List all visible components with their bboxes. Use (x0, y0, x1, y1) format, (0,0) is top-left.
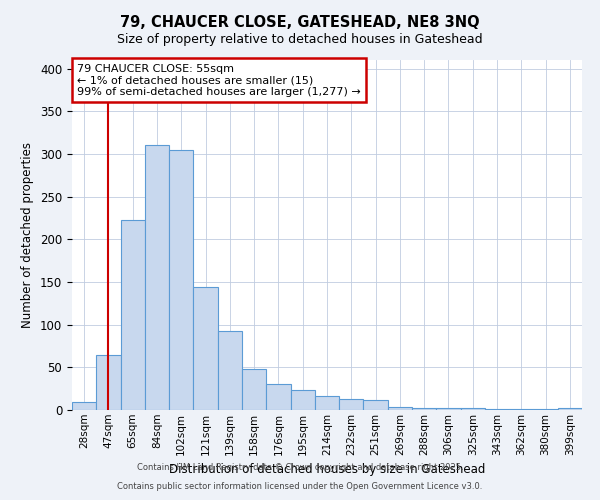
Bar (558, 408, 582, 410)
Text: 79 CHAUCER CLOSE: 55sqm
← 1% of detached houses are smaller (15)
99% of semi-det: 79 CHAUCER CLOSE: 55sqm ← 1% of detached… (77, 64, 361, 96)
Y-axis label: Number of detached properties: Number of detached properties (22, 142, 34, 328)
Text: Size of property relative to detached houses in Gateshead: Size of property relative to detached ho… (117, 32, 483, 46)
Bar (218, 330, 242, 410)
Text: Contains public sector information licensed under the Open Government Licence v3: Contains public sector information licen… (118, 482, 482, 491)
Bar (509, 409, 533, 410)
Bar (364, 400, 388, 410)
Bar (72, 402, 96, 410)
Bar (339, 399, 364, 410)
Bar (485, 409, 509, 410)
Bar (169, 150, 193, 410)
Bar (388, 406, 412, 410)
Text: 79, CHAUCER CLOSE, GATESHEAD, NE8 3NQ: 79, CHAUCER CLOSE, GATESHEAD, NE8 3NQ (120, 15, 480, 30)
Bar (315, 396, 339, 410)
Bar (193, 287, 218, 410)
Bar (145, 144, 169, 410)
Bar (121, 220, 145, 410)
Bar (412, 408, 436, 410)
Bar (96, 354, 121, 410)
Bar (242, 369, 266, 410)
Bar (461, 408, 485, 410)
X-axis label: Distribution of detached houses by size in Gateshead: Distribution of detached houses by size … (169, 463, 485, 476)
Bar (436, 408, 461, 410)
Bar (266, 384, 290, 410)
Text: Contains HM Land Registry data © Crown copyright and database right 2025.: Contains HM Land Registry data © Crown c… (137, 464, 463, 472)
Bar (290, 390, 315, 410)
Bar (533, 409, 558, 410)
